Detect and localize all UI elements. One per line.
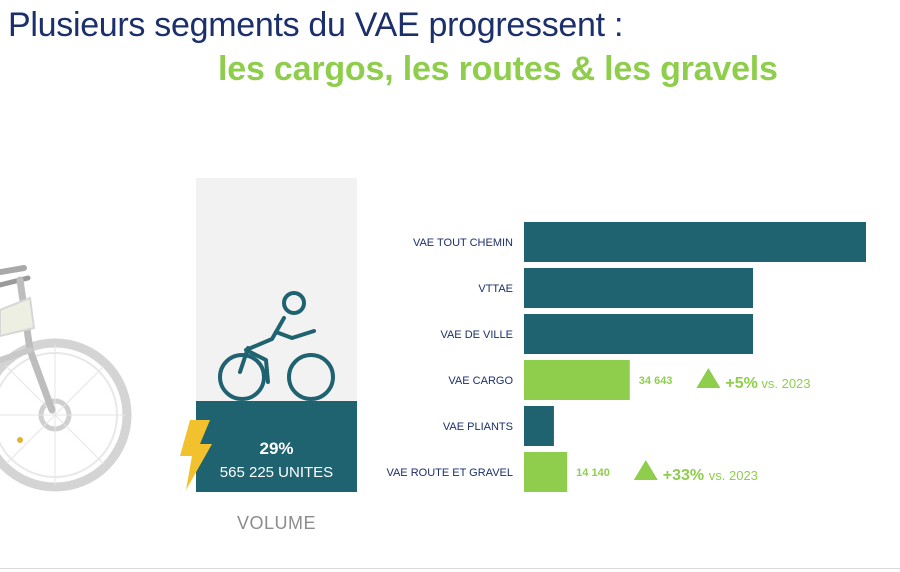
title-line-2: les cargos, les routes & les gravels [218, 50, 778, 88]
data-label-3: 34 643 [639, 375, 673, 387]
triangle-up-icon [633, 460, 658, 480]
volume-caption: VOLUME [236, 513, 317, 533]
cyclist-icon [218, 291, 335, 401]
category-label-4: VAE PLIANTS [443, 421, 513, 433]
e-bike-illustration [0, 265, 132, 492]
bar-3 [524, 360, 630, 400]
change-suffix-5: vs. 2023 [709, 468, 758, 483]
change-label-5: +33% [663, 467, 704, 484]
bar-5 [524, 452, 568, 492]
footer-divider [0, 568, 900, 569]
data-label-5: 14 140 [576, 467, 610, 479]
category-label-2: VAE DE VILLE [440, 329, 513, 341]
change-suffix-3: vs. 2023 [761, 376, 810, 391]
lightning-bolt-icon [180, 420, 212, 490]
category-label-3: VAE CARGO [448, 375, 513, 387]
bar-1 [524, 268, 754, 308]
bar-4 [524, 406, 554, 446]
change-label-3: +5% [725, 375, 757, 392]
summary-percent: 29% [259, 439, 294, 458]
bar-0 [524, 222, 866, 262]
category-label-0: VAE TOUT CHEMIN [413, 237, 513, 249]
triangle-up-icon [696, 368, 721, 388]
bar-2 [524, 314, 754, 354]
category-label-1: VTTAE [478, 283, 513, 295]
summary-stat-box: 29% 565 225 UNITES [196, 401, 357, 492]
title-line-1: Plusieurs segments du VAE progressent : [8, 6, 624, 44]
summary-units: 565 225 UNITES [219, 464, 334, 481]
category-label-5: VAE ROUTE ET GRAVEL [386, 467, 513, 479]
